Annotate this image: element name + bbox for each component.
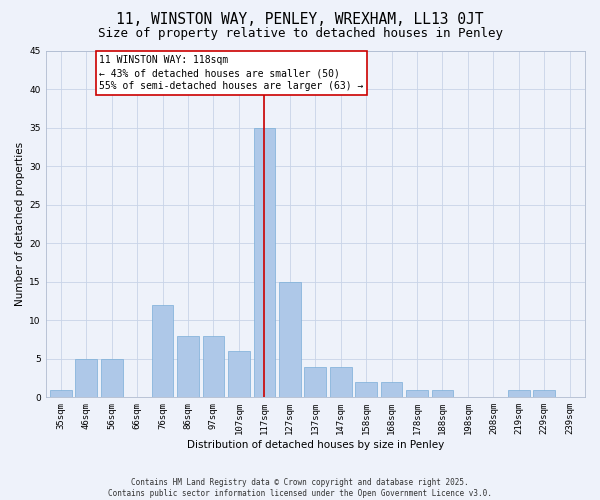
- Bar: [330, 366, 352, 398]
- Bar: [533, 390, 555, 398]
- X-axis label: Distribution of detached houses by size in Penley: Distribution of detached houses by size …: [187, 440, 444, 450]
- Text: 11 WINSTON WAY: 118sqm
← 43% of detached houses are smaller (50)
55% of semi-det: 11 WINSTON WAY: 118sqm ← 43% of detached…: [99, 55, 364, 91]
- Bar: [355, 382, 377, 398]
- Bar: [101, 359, 122, 398]
- Bar: [508, 390, 530, 398]
- Bar: [203, 336, 224, 398]
- Bar: [50, 390, 71, 398]
- Bar: [304, 366, 326, 398]
- Bar: [254, 128, 275, 398]
- Bar: [431, 390, 454, 398]
- Bar: [177, 336, 199, 398]
- Text: 11, WINSTON WAY, PENLEY, WREXHAM, LL13 0JT: 11, WINSTON WAY, PENLEY, WREXHAM, LL13 0…: [116, 12, 484, 28]
- Text: Size of property relative to detached houses in Penley: Size of property relative to detached ho…: [97, 28, 503, 40]
- Bar: [406, 390, 428, 398]
- Bar: [228, 351, 250, 398]
- Bar: [279, 282, 301, 398]
- Bar: [76, 359, 97, 398]
- Text: Contains HM Land Registry data © Crown copyright and database right 2025.
Contai: Contains HM Land Registry data © Crown c…: [108, 478, 492, 498]
- Bar: [152, 305, 173, 398]
- Bar: [381, 382, 403, 398]
- Y-axis label: Number of detached properties: Number of detached properties: [15, 142, 25, 306]
